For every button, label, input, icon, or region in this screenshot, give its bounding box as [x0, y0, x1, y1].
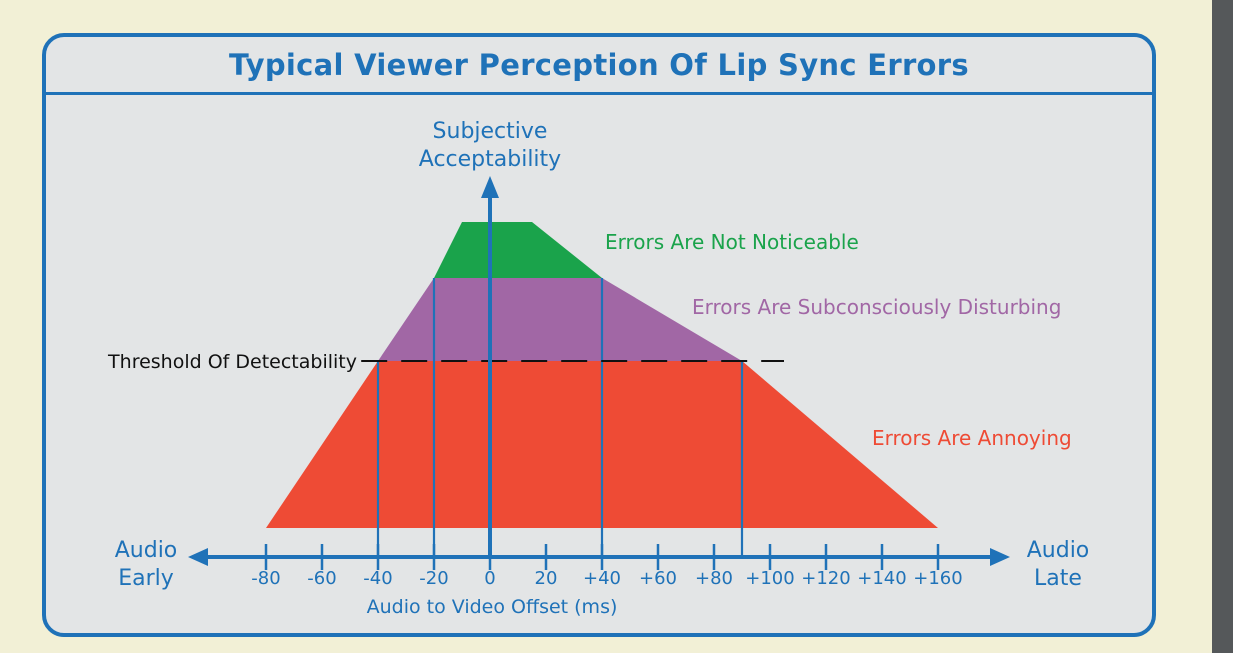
x-tick-label: +120	[801, 568, 850, 589]
tick-labels: -80 -60 -40 -20 0 20 +40 +60 +80 +100 +120 +140 +160	[251, 568, 962, 589]
guide-lines	[376, 278, 744, 557]
zone-subconscious	[378, 278, 742, 361]
x-tick-label: -20	[419, 568, 448, 589]
threshold-label: Threshold Of Detectability	[107, 351, 357, 373]
x-tick-label: -60	[307, 568, 336, 589]
x-tick-label: -80	[251, 568, 280, 589]
x-tick-label: +100	[745, 568, 794, 589]
audio-early-label-line2: Early	[118, 566, 174, 591]
x-tick-label: +140	[857, 568, 906, 589]
audio-late-label-line1: Audio	[1027, 538, 1090, 563]
x-tick-label: +80	[695, 568, 733, 589]
x-axis-arrow-left	[188, 548, 208, 566]
audio-late-label-line2: Late	[1034, 566, 1082, 591]
audio-early-label-line1: Audio	[115, 538, 178, 563]
x-tick-label: -40	[363, 568, 392, 589]
axes	[188, 176, 1010, 570]
zone-label-subconscious: Errors Are Subconsciously Disturbing	[692, 295, 1061, 319]
x-tick-label: +60	[639, 568, 677, 589]
zone-not-noticeable	[434, 222, 602, 278]
y-axis-arrow	[481, 176, 499, 198]
x-tick-label: 0	[484, 568, 495, 589]
right-edge-strip	[1212, 0, 1233, 653]
x-tick-label: +160	[913, 568, 962, 589]
y-axis-label-line1: Subjective	[433, 119, 548, 144]
title-bar: Typical Viewer Perception Of Lip Sync Er…	[46, 37, 1152, 95]
x-axis-arrow-right	[990, 548, 1010, 566]
x-tick-label: +40	[583, 568, 621, 589]
zone-label-annoying: Errors Are Annoying	[872, 426, 1072, 450]
diagram-title: Typical Viewer Perception Of Lip Sync Er…	[229, 47, 969, 82]
x-tick-label: 20	[535, 568, 558, 589]
x-axis-title: Audio to Video Offset (ms)	[367, 596, 618, 618]
y-axis-label-line2: Acceptability	[419, 147, 561, 172]
zone-label-not-noticeable: Errors Are Not Noticeable	[605, 230, 859, 254]
